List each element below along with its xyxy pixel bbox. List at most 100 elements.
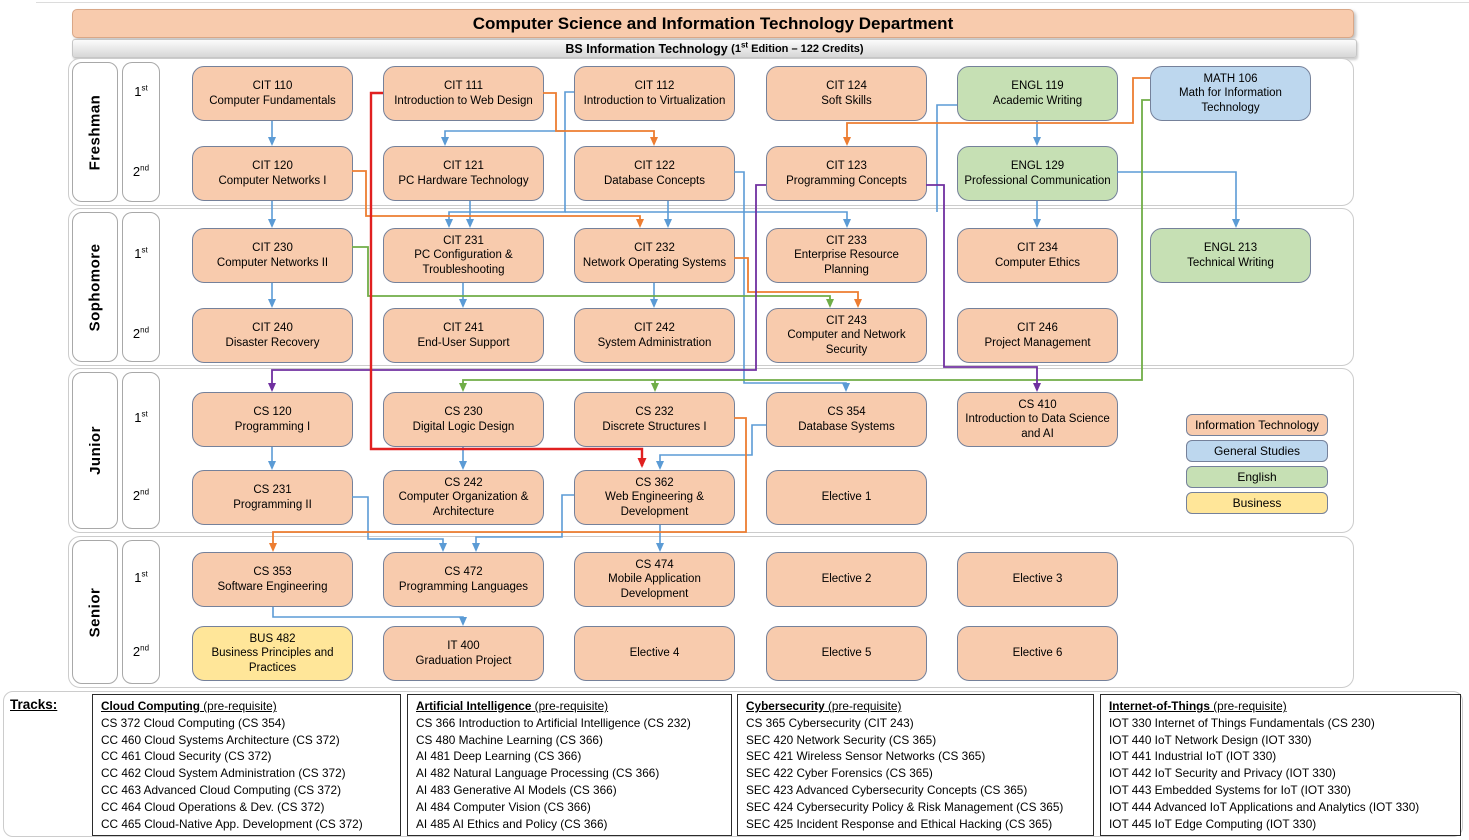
- track-course: CC 460 Cloud Systems Architecture (CS 37…: [101, 732, 340, 747]
- course-cit-240: CIT 240 Disaster Recovery: [192, 308, 353, 363]
- course-cit-124: CIT 124 Soft Skills: [766, 66, 927, 121]
- track-course: CS 372 Cloud Computing (CS 354): [101, 715, 286, 730]
- track-course: SEC 424 Cybersecurity Policy & Risk Mana…: [746, 799, 1064, 814]
- semester-label-senior-2: 2nd: [132, 643, 150, 659]
- department-title-bar: Computer Science and Information Technol…: [72, 9, 1354, 38]
- track-course: SEC 422 Cyber Forensics (CS 365): [746, 766, 933, 781]
- course-cs-410: CS 410 Introduction to Data Science and A…: [957, 392, 1118, 447]
- year-label-junior: Junior: [72, 372, 118, 529]
- track-course: CC 465 Cloud-Native App. Development (CS…: [101, 816, 363, 831]
- course-elective-1: Elective 1: [766, 470, 927, 525]
- course-math-106: MATH 106 Math for Information Technology: [1150, 66, 1311, 121]
- track-course: AI 483 Generative AI Models (CS 366): [416, 782, 617, 797]
- course-elective-6: Elective 6: [957, 626, 1118, 681]
- course-cs-242: CS 242 Computer Organization & Architectu…: [383, 470, 544, 525]
- track-course: IOT 445 IoT Edge Computing (IOT 330): [1109, 816, 1317, 831]
- course-cs-472: CS 472 Programming Languages: [383, 552, 544, 607]
- course-cit-233: CIT 233 Enterprise Resource Planning: [766, 228, 927, 283]
- year-label-senior: Senior: [72, 540, 118, 684]
- track-cloud-computing-header: Cloud Computing (pre-requisite): [101, 699, 277, 713]
- track-course: CC 462 Cloud System Administration (CS 3…: [101, 766, 346, 781]
- track-course: SEC 420 Network Security (CS 365): [746, 732, 937, 747]
- semester-label-junior-2: 2nd: [132, 487, 150, 503]
- course-engl-213: ENGL 213 Technical Writing: [1150, 228, 1311, 283]
- course-cit-246: CIT 246 Project Management: [957, 308, 1118, 363]
- course-cit-123: CIT 123 Programming Concepts: [766, 146, 927, 201]
- course-cit-232: CIT 232 Network Operating Systems: [574, 228, 735, 283]
- track-course: CC 461 Cloud Security (CS 372): [101, 749, 272, 764]
- course-cs-362: CS 362 Web Engineering & Development: [574, 470, 735, 525]
- track-course: SEC 423 Advanced Cybersecurity Concepts …: [746, 782, 1028, 797]
- track-course: IOT 440 IoT Network Design (IOT 330): [1109, 732, 1312, 747]
- semester-label-sophomore-2: 2nd: [132, 325, 150, 341]
- tracks-label: Tracks:: [10, 697, 58, 712]
- track-artificial-intelligence: Artificial Intelligence (pre-requisite) …: [407, 694, 732, 836]
- program-subtitle-bar: BS Information Technology (1st Edition –…: [72, 39, 1357, 58]
- track-course: CS 480 Machine Learning (CS 366): [416, 732, 603, 747]
- program-name: BS Information Technology: [565, 41, 728, 56]
- semester-label-junior-1: 1st: [134, 409, 148, 425]
- track-course: CC 464 Cloud Operations & Dev. (CS 372): [101, 799, 325, 814]
- track-course: AI 484 Computer Vision (CS 366): [416, 799, 591, 814]
- semester-label-sophomore-1: 1st: [134, 245, 148, 261]
- course-cs-120: CS 120 Programming I: [192, 392, 353, 447]
- semester-column-freshman: [122, 62, 160, 202]
- legend-information-technology: Information Technology: [1186, 414, 1328, 436]
- track-course: IOT 443 Embedded Systems for IoT (IOT 33…: [1109, 782, 1351, 797]
- course-cs-354: CS 354 Database Systems: [766, 392, 927, 447]
- track-course: IOT 444 Advanced IoT Applications and An…: [1109, 799, 1420, 814]
- semester-label-senior-1: 1st: [134, 569, 148, 585]
- course-cit-231: CIT 231 PC Configuration & Troubleshootin…: [383, 228, 544, 283]
- course-elective-3: Elective 3: [957, 552, 1118, 607]
- window-top-divider: [36, 2, 1469, 3]
- course-elective-2: Elective 2: [766, 552, 927, 607]
- course-cs-231: CS 231 Programming II: [192, 470, 353, 525]
- track-course: SEC 421 Wireless Sensor Networks (CS 365…: [746, 749, 986, 764]
- course-cit-243: CIT 243 Computer and Network Security: [766, 308, 927, 363]
- course-cit-242: CIT 242 System Administration: [574, 308, 735, 363]
- track-artificial-intelligence-header: Artificial Intelligence (pre-requisite): [416, 699, 609, 713]
- track-course: IOT 330 Internet of Things Fundamentals …: [1109, 715, 1375, 730]
- course-cit-122: CIT 122 Database Concepts: [574, 146, 735, 201]
- track-course: AI 485 AI Ethics and Policy (CS 366): [416, 816, 608, 831]
- track-course: AI 481 Deep Learning (CS 366): [416, 749, 582, 764]
- course-cit-234: CIT 234 Computer Ethics: [957, 228, 1118, 283]
- track-course: IOT 442 IoT Security and Privacy (IOT 33…: [1109, 766, 1336, 781]
- course-cit-121: CIT 121 PC Hardware Technology: [383, 146, 544, 201]
- track-internet-of-things-header: Internet-of-Things (pre-requisite): [1109, 699, 1287, 713]
- course-it-400: IT 400 Graduation Project: [383, 626, 544, 681]
- semester-column-sophomore: [122, 212, 160, 362]
- track-course: AI 482 Natural Language Processing (CS 3…: [416, 766, 660, 781]
- course-cs-474: CS 474 Mobile Application Development: [574, 552, 735, 607]
- track-internet-of-things: Internet-of-Things (pre-requisite) IOT 3…: [1100, 694, 1461, 836]
- track-course: CS 365 Cybersecurity (CIT 243): [746, 715, 914, 730]
- semester-column-senior: [122, 540, 160, 684]
- semester-label-freshman-1: 1st: [134, 83, 148, 99]
- legend-english: English: [1186, 466, 1328, 488]
- course-engl-119: ENGL 119 Academic Writing: [957, 66, 1118, 121]
- track-course: CC 463 Advanced Cloud Computing (CS 372): [101, 782, 342, 797]
- page-title: Computer Science and Information Technol…: [472, 13, 954, 33]
- course-elective-5: Elective 5: [766, 626, 927, 681]
- track-cloud-computing: Cloud Computing (pre-requisite) CS 372 C…: [92, 694, 401, 836]
- course-engl-129: ENGL 129 Professional Communication: [957, 146, 1118, 201]
- year-label-freshman: Freshman: [72, 62, 118, 202]
- track-course: CS 366 Introduction to Artificial Intell…: [416, 715, 691, 730]
- course-bus-482: BUS 482 Business Principles and Practices: [192, 626, 353, 681]
- course-cit-110: CIT 110 Computer Fundamentals: [192, 66, 353, 121]
- track-course: IOT 441 Industrial IoT (IOT 330): [1109, 749, 1277, 764]
- semester-column-junior: [122, 372, 160, 529]
- course-cit-230: CIT 230 Computer Networks II: [192, 228, 353, 283]
- course-cit-111: CIT 111 Introduction to Web Design: [383, 66, 544, 121]
- track-cybersecurity: Cybersecurity (pre-requisite) CS 365 Cyb…: [737, 694, 1094, 836]
- year-label-sophomore: Sophomore: [72, 212, 118, 362]
- course-elective-4: Elective 4: [574, 626, 735, 681]
- course-cs-353: CS 353 Software Engineering: [192, 552, 353, 607]
- course-cs-232: CS 232 Discrete Structures I: [574, 392, 735, 447]
- legend-general-studies: General Studies: [1186, 440, 1328, 462]
- track-cybersecurity-header: Cybersecurity (pre-requisite): [746, 699, 902, 713]
- course-cit-241: CIT 241 End-User Support: [383, 308, 544, 363]
- course-cit-112: CIT 112 Introduction to Virtualization: [574, 66, 735, 121]
- semester-label-freshman-2: 2nd: [132, 163, 150, 179]
